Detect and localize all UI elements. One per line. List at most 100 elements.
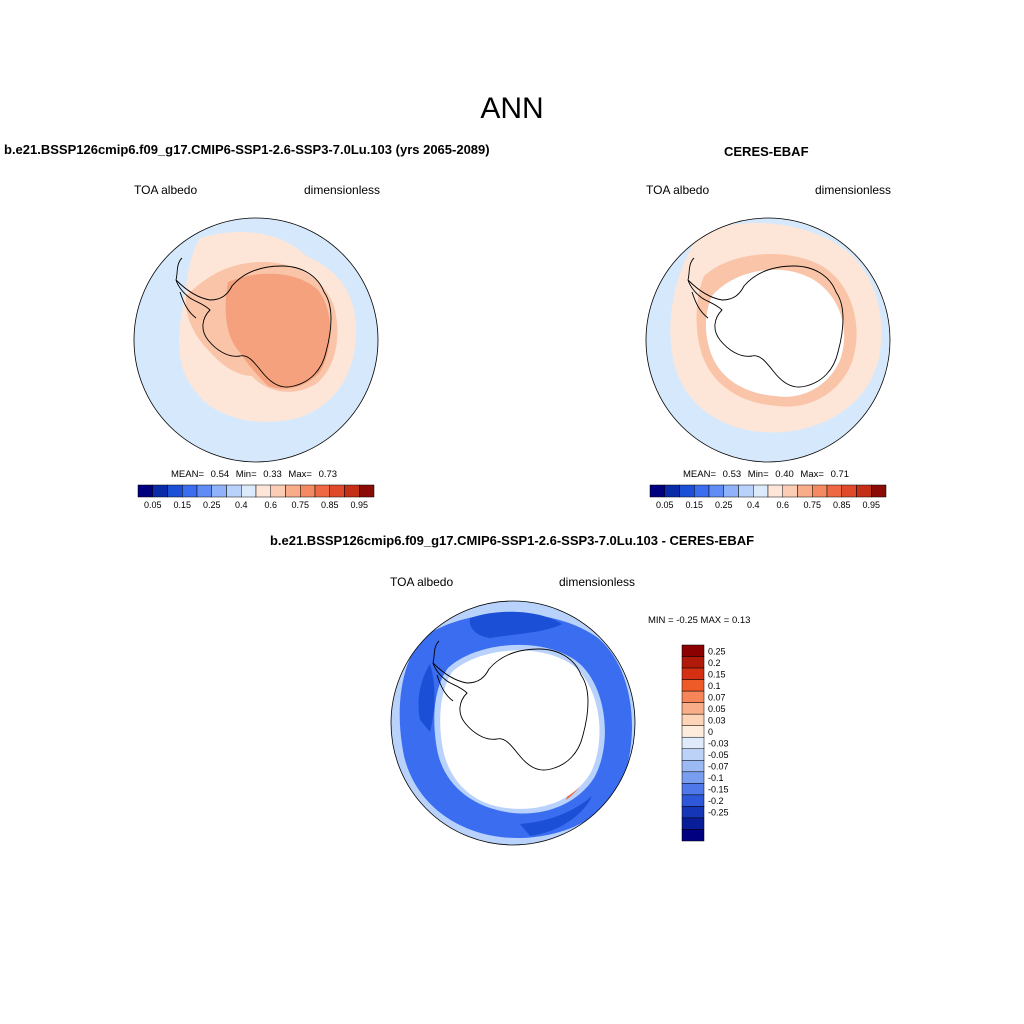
colorbar-swatch xyxy=(359,484,375,498)
map-model-coastline xyxy=(175,265,332,388)
colorbar-swatch xyxy=(767,484,783,498)
colorbar-swatch xyxy=(681,783,705,796)
colorbar-tick-label: 0.95 xyxy=(350,500,368,510)
colorbar-tick-label: 0.05 xyxy=(144,500,162,510)
colorbar-swatch xyxy=(241,484,257,498)
min-value: 0.33 xyxy=(263,469,282,480)
colorbar-swatch xyxy=(314,484,330,498)
colorbar-tick-label: 0 xyxy=(708,727,713,737)
colorbar-model: 0.05 0.15 0.25 0.4 0.6 0.75 0.85 0.95 xyxy=(137,484,375,510)
colorbar-swatch xyxy=(681,806,705,819)
colorbar-swatch xyxy=(679,484,695,498)
colorbar-swatch xyxy=(344,484,360,498)
map-obs-border xyxy=(645,217,891,463)
map-diff-peninsula xyxy=(432,640,454,702)
colorbar-tick-label: 0.25 xyxy=(203,500,221,510)
max-value: 0.71 xyxy=(830,469,850,480)
colorbar-tick-label: 0.85 xyxy=(833,500,851,510)
main-title: ANN xyxy=(480,92,544,125)
colorbar-swatch xyxy=(681,829,705,842)
colorbar-tick-label: 0.85 xyxy=(321,500,339,510)
colorbar-swatch xyxy=(681,794,705,807)
min-label: Min= xyxy=(747,469,769,480)
panel-diff-variable-label: TOA albedo xyxy=(390,575,454,589)
colorbar-swatch xyxy=(681,748,705,761)
colorbar-swatch xyxy=(681,817,705,830)
map-diff-coastline xyxy=(432,648,589,771)
colorbar-tick-label: -0.03 xyxy=(708,739,729,749)
colorbar-swatch xyxy=(694,484,710,498)
colorbar-tick-label: 0.6 xyxy=(776,500,789,510)
min-value: 0.40 xyxy=(775,469,794,480)
colorbar-swatch xyxy=(196,484,212,498)
colorbar-tick-label: 0.4 xyxy=(235,500,248,510)
colorbar-swatch xyxy=(167,484,183,498)
panel-obs-stats: MEAN= 0.53 Min= 0.40 Max= 0.71 xyxy=(683,469,849,480)
colorbar-tick-label: -0.15 xyxy=(708,785,729,795)
colorbar-tick-label: 0.25 xyxy=(715,500,733,510)
colorbar-tick-label: 0.07 xyxy=(708,692,726,702)
colorbar-diff: 0.25 0.20.15 0.10.07 0.050.03 0 -0.03-0.05 -0.… xyxy=(681,644,729,842)
colorbar-tick-label: -0.1 xyxy=(708,773,724,783)
colorbar-swatch xyxy=(753,484,769,498)
colorbar-swatch xyxy=(681,702,705,715)
colorbar-swatch xyxy=(270,484,286,498)
map-model xyxy=(133,217,379,463)
colorbar-swatch xyxy=(681,771,705,784)
colorbar-tick-label: 0.75 xyxy=(803,500,821,510)
mean-value: 0.54 xyxy=(210,469,230,480)
colorbar-tick-label: 0.6 xyxy=(264,500,277,510)
colorbar-swatch xyxy=(738,484,754,498)
colorbar-tick-label: 0.75 xyxy=(291,500,309,510)
colorbar-swatch xyxy=(152,484,168,498)
colorbar-swatch xyxy=(681,667,705,680)
min-label: Min= xyxy=(235,469,257,480)
colorbar-swatch xyxy=(856,484,872,498)
panel-obs-title: CERES-EBAF xyxy=(724,144,809,159)
colorbar-swatch xyxy=(211,484,227,498)
colorbar-swatch xyxy=(826,484,842,498)
panel-diff-units-label: dimensionless xyxy=(559,575,636,589)
colorbar-swatch xyxy=(681,713,705,726)
colorbar-swatch xyxy=(871,484,887,498)
mean-label: MEAN= xyxy=(171,469,204,480)
colorbar-swatch xyxy=(285,484,301,498)
panel-obs-units-label: dimensionless xyxy=(815,183,892,197)
colorbar-swatch xyxy=(681,736,705,750)
colorbar-tick-label: -0.25 xyxy=(708,808,729,818)
colorbar-tick-label: 0.05 xyxy=(708,704,726,714)
colorbar-swatch xyxy=(681,760,705,773)
panel-model-stats: MEAN= 0.54 Min= 0.33 Max= 0.73 xyxy=(171,469,337,480)
max-label: Max= xyxy=(288,469,312,480)
colorbar-swatch xyxy=(664,484,680,498)
map-diff-dark-blue-patches xyxy=(418,611,592,836)
mean-value: 0.53 xyxy=(722,469,742,480)
colorbar-swatch xyxy=(723,484,739,498)
map-diff-land xyxy=(440,650,600,809)
colorbar-swatch xyxy=(681,725,705,738)
max-label: Max= xyxy=(800,469,824,480)
colorbar-tick-label: 0.4 xyxy=(747,500,760,510)
colorbar-tick-label: 0.05 xyxy=(656,500,674,510)
map-obs-peninsula xyxy=(687,257,709,319)
map-model-border xyxy=(133,217,379,463)
colorbar-swatch xyxy=(681,656,705,669)
colorbar-tick-label: 0.03 xyxy=(708,715,726,725)
map-diff-border xyxy=(390,600,636,846)
colorbar-swatch xyxy=(797,484,813,498)
colorbar-tick-label: 0.95 xyxy=(862,500,880,510)
colorbar-swatch xyxy=(226,484,242,498)
colorbar-swatch xyxy=(708,484,724,498)
colorbar-tick-label: 0.1 xyxy=(708,681,721,691)
colorbar-swatch xyxy=(782,484,798,498)
colorbar-swatch xyxy=(812,484,828,498)
colorbar-swatch xyxy=(300,484,316,498)
colorbar-tick-label: 0.2 xyxy=(708,658,721,668)
map-model-peninsula xyxy=(175,257,197,319)
panel-model-variable-label: TOA albedo xyxy=(134,183,198,197)
colorbar-tick-label: 0.25 xyxy=(708,646,726,656)
colorbar-swatch xyxy=(681,679,705,692)
panel-diff-title: b.e21.BSSP126cmip6.f09_g17.CMIP6-SSP1-2.… xyxy=(269,533,755,548)
panel-diff-minmax: MIN = -0.25 MAX = 0.13 xyxy=(648,615,751,626)
colorbar-swatch xyxy=(681,644,705,657)
